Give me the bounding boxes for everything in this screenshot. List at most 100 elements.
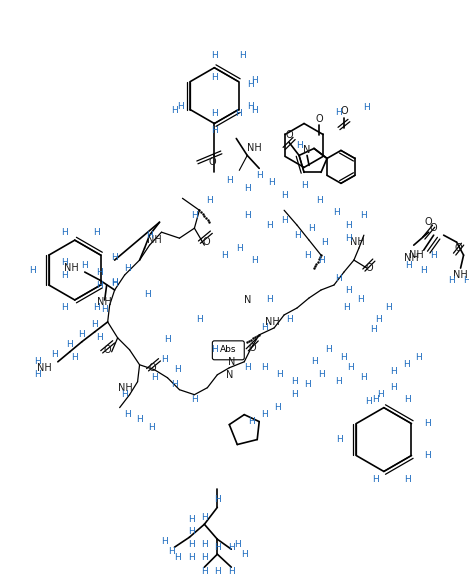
Text: H: H [121,390,128,399]
Text: H: H [93,228,100,237]
Text: H: H [266,296,272,304]
Text: H: H [378,390,384,399]
Text: H: H [211,73,218,82]
Text: NH: NH [147,235,162,245]
Text: NH: NH [349,237,364,247]
Text: NH: NH [97,297,112,307]
Text: H: H [214,495,221,504]
Text: O: O [430,223,438,233]
Text: H: H [151,373,158,382]
Text: H: H [372,475,379,484]
Text: H: H [361,373,367,382]
Text: H: H [333,208,340,217]
Text: H: H [96,280,103,290]
Text: H: H [390,383,397,392]
Text: H: H [35,370,41,380]
Text: N: N [243,295,251,305]
Text: H: H [308,224,314,233]
Text: N: N [226,370,233,380]
Text: H: H [281,191,287,200]
Text: H: H [276,370,282,380]
Text: H: H [234,540,241,549]
Text: H: H [371,325,377,335]
Text: H: H [61,303,68,312]
Text: H: H [346,221,352,230]
Text: H: H [248,417,255,426]
FancyBboxPatch shape [212,341,244,360]
Text: H: H [296,141,303,150]
Text: H: H [211,126,218,135]
Text: O: O [285,131,293,141]
Text: H: H [201,513,208,522]
Text: H: H [281,216,287,224]
Text: H: H [340,353,348,362]
Text: H: H [174,553,181,561]
Text: H: H [67,340,73,349]
Text: H: H [251,255,257,265]
Text: H: H [93,303,100,312]
Text: H: H [424,419,431,428]
Text: H: H [261,324,268,332]
Text: H: H [211,109,218,118]
Text: H: H [268,178,274,187]
Text: H: H [403,360,410,369]
Text: H: H [236,244,242,252]
Text: H: H [286,315,293,324]
Text: H: H [214,567,221,575]
Text: N: N [227,357,235,367]
Text: H: H [424,451,431,460]
Text: H: H [124,410,131,419]
Text: H: H [318,255,325,265]
Text: H: H [294,231,301,240]
Text: H: H [266,221,272,230]
Text: NH: NH [453,270,468,280]
Text: H: H [144,290,151,300]
Text: H: H [221,251,227,259]
Text: O: O [104,345,112,355]
Text: H: H [337,435,343,444]
Text: H: H [251,76,257,85]
Text: H: H [228,567,234,575]
Text: H: H [376,315,382,324]
Text: H: H [318,370,325,380]
Text: H: H [404,475,411,484]
Text: O: O [365,263,373,273]
Text: H: H [336,377,342,386]
Text: N: N [303,145,311,156]
Text: H: H [304,380,310,389]
Text: H: H [261,363,268,373]
Text: H: H [310,357,318,366]
Text: O: O [249,343,256,353]
Text: H: H [430,251,437,259]
Text: H: H [363,103,370,112]
Text: H: H [211,51,218,60]
Text: H: H [420,266,427,275]
Text: H: H [124,264,131,273]
Text: H: H [201,540,208,549]
Text: H: H [316,196,322,205]
Text: H: H [404,395,411,404]
Text: H: H [111,252,118,262]
Text: H: H [91,321,98,329]
Text: H: H [30,266,36,275]
Text: H: H [61,228,68,237]
Text: H: H [188,527,195,536]
Text: H: H [81,261,88,269]
Text: H: H [71,353,78,362]
Text: H: H [148,423,155,432]
Text: H: H [241,550,248,559]
Text: H: H [365,397,372,406]
Text: H: H [463,276,469,285]
Text: Abs: Abs [220,345,236,354]
Text: H: H [390,367,397,376]
Text: H: H [346,286,352,294]
Text: H: H [321,238,327,247]
Text: NH: NH [404,253,419,263]
Text: NH: NH [38,363,52,373]
Text: NH: NH [247,143,262,153]
Text: H: H [111,279,118,287]
Text: O: O [315,114,323,124]
Text: H: H [235,109,242,118]
Text: H: H [261,410,268,419]
Text: H: H [96,268,103,276]
